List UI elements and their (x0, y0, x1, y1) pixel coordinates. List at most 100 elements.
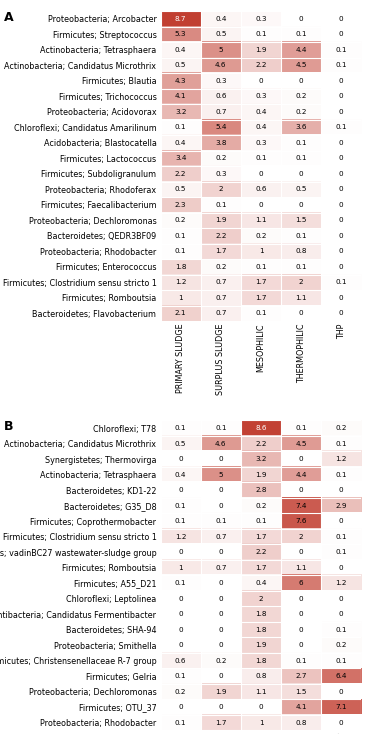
Text: 0.1: 0.1 (335, 658, 347, 664)
Text: 0: 0 (259, 704, 263, 710)
Text: 1.5: 1.5 (295, 688, 307, 694)
Text: 7.4: 7.4 (295, 503, 307, 509)
Text: 2.2: 2.2 (215, 233, 227, 239)
Text: 1.5: 1.5 (295, 217, 307, 223)
Text: 5.3: 5.3 (175, 32, 187, 37)
Text: 0.1: 0.1 (335, 627, 347, 633)
Text: 8.7: 8.7 (175, 15, 187, 22)
Text: 0.3: 0.3 (255, 93, 267, 99)
Text: 0.6: 0.6 (255, 186, 267, 192)
Text: 0: 0 (339, 595, 343, 602)
Text: 0.4: 0.4 (175, 139, 187, 146)
Text: 1.7: 1.7 (255, 280, 267, 286)
Text: 0: 0 (339, 32, 343, 37)
Text: 4.6: 4.6 (215, 62, 227, 68)
Text: 0: 0 (339, 233, 343, 239)
Text: 0.1: 0.1 (175, 233, 187, 239)
Text: 0.4: 0.4 (175, 471, 187, 478)
Text: 0: 0 (339, 186, 343, 192)
Text: 1.1: 1.1 (255, 688, 267, 694)
Text: 0.1: 0.1 (295, 425, 307, 431)
Text: 1.7: 1.7 (215, 719, 227, 726)
Text: 0: 0 (259, 202, 263, 208)
Text: 0: 0 (339, 264, 343, 270)
Text: 0: 0 (178, 611, 183, 617)
Text: 1.7: 1.7 (215, 248, 227, 254)
Text: 1.9: 1.9 (215, 217, 227, 223)
Text: 0.5: 0.5 (295, 186, 307, 192)
Text: 6: 6 (299, 580, 303, 586)
Text: 0.1: 0.1 (255, 518, 267, 524)
Text: 0.2: 0.2 (215, 658, 227, 664)
Text: 2.3: 2.3 (175, 202, 187, 208)
Text: 0: 0 (339, 78, 343, 84)
Text: 0.1: 0.1 (175, 425, 187, 431)
Text: 0.4: 0.4 (215, 15, 227, 22)
Text: 0: 0 (339, 217, 343, 223)
Text: 0.2: 0.2 (295, 109, 307, 115)
Text: 0.4: 0.4 (255, 580, 267, 586)
Text: 0.1: 0.1 (335, 549, 347, 555)
Text: 0: 0 (219, 549, 223, 555)
Text: 0: 0 (299, 642, 303, 648)
Text: 4.1: 4.1 (295, 704, 307, 710)
Text: 0.1: 0.1 (335, 47, 347, 53)
Text: 3.4: 3.4 (175, 156, 187, 161)
Text: 0.1: 0.1 (215, 202, 227, 208)
Text: 0: 0 (339, 15, 343, 22)
Text: 0.5: 0.5 (175, 62, 187, 68)
Text: 1.9: 1.9 (215, 688, 227, 694)
Text: 0.1: 0.1 (295, 32, 307, 37)
Text: 1.1: 1.1 (255, 217, 267, 223)
Text: 4.3: 4.3 (175, 78, 187, 84)
Text: 1.2: 1.2 (175, 280, 187, 286)
Text: 3.2: 3.2 (175, 109, 187, 115)
Text: 1.7: 1.7 (255, 534, 267, 539)
Text: 0.4: 0.4 (255, 109, 267, 115)
Text: 0.1: 0.1 (175, 673, 187, 679)
Text: 0.1: 0.1 (295, 156, 307, 161)
Text: 0.8: 0.8 (295, 719, 307, 726)
Text: 0: 0 (299, 611, 303, 617)
Text: 0: 0 (339, 295, 343, 301)
Text: 0.5: 0.5 (175, 440, 187, 446)
Text: 0: 0 (339, 487, 343, 493)
Text: 0: 0 (219, 503, 223, 509)
Text: 0: 0 (339, 719, 343, 726)
Text: 0.1: 0.1 (295, 658, 307, 664)
Text: 1.7: 1.7 (255, 564, 267, 570)
Text: 0.4: 0.4 (255, 124, 267, 130)
Text: 0.1: 0.1 (335, 280, 347, 286)
Text: 0: 0 (178, 595, 183, 602)
Text: 0.1: 0.1 (255, 310, 267, 316)
Text: 0.7: 0.7 (215, 534, 227, 539)
Text: 0.2: 0.2 (335, 642, 347, 648)
Text: 1.2: 1.2 (175, 534, 187, 539)
Text: 1.2: 1.2 (335, 580, 347, 586)
Text: 0.2: 0.2 (335, 425, 347, 431)
Text: 2: 2 (299, 280, 303, 286)
Text: 0.1: 0.1 (295, 139, 307, 146)
Text: 3.6: 3.6 (295, 124, 307, 130)
Text: 3.2: 3.2 (255, 456, 267, 462)
Text: 0: 0 (339, 611, 343, 617)
Text: 1.1: 1.1 (295, 295, 307, 301)
Text: 0: 0 (178, 704, 183, 710)
Text: 0.7: 0.7 (215, 310, 227, 316)
Text: 0: 0 (219, 595, 223, 602)
Text: 0.3: 0.3 (255, 15, 267, 22)
Text: 0.6: 0.6 (175, 658, 187, 664)
Text: 0.1: 0.1 (335, 440, 347, 446)
Text: 0.1: 0.1 (255, 32, 267, 37)
Text: 2.2: 2.2 (255, 440, 267, 446)
Text: 0: 0 (339, 109, 343, 115)
Text: 0.2: 0.2 (215, 264, 227, 270)
Text: 1.8: 1.8 (255, 611, 267, 617)
Text: 0: 0 (299, 202, 303, 208)
Text: 0: 0 (339, 310, 343, 316)
Text: 0: 0 (339, 564, 343, 570)
Text: 1: 1 (178, 295, 183, 301)
Text: 1.9: 1.9 (255, 642, 267, 648)
Text: 0: 0 (339, 518, 343, 524)
Text: 0.1: 0.1 (295, 233, 307, 239)
